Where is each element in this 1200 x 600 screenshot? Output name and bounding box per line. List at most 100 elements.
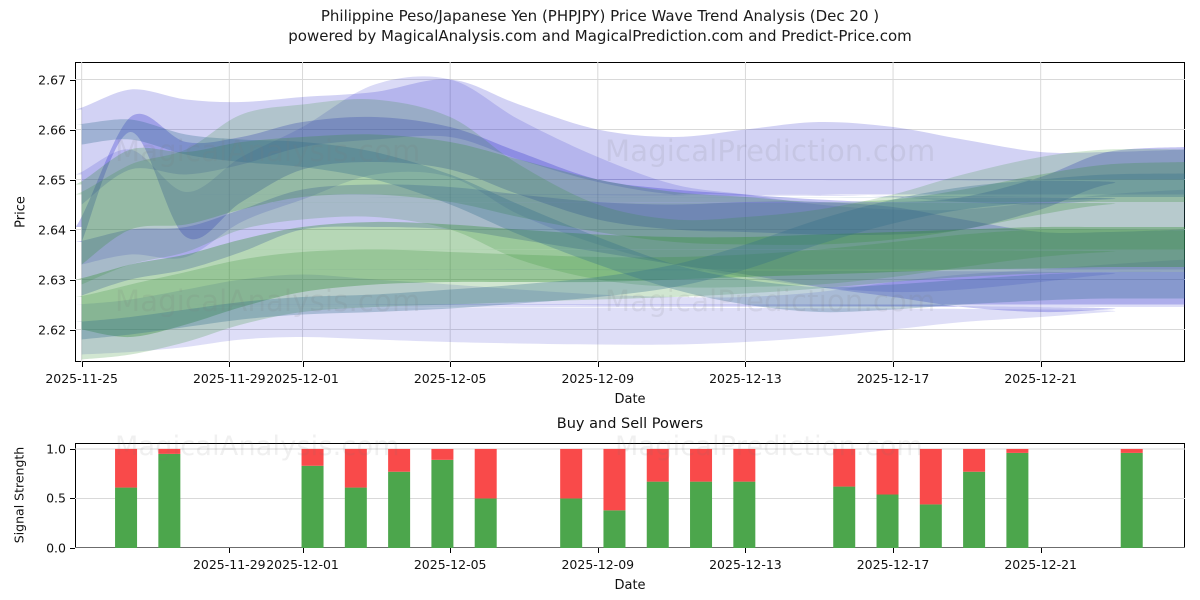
price-x-tick-label: 2025-12-21 [1004,371,1078,386]
price-wave-svg [75,62,1185,362]
signal-x-tick-mark [893,548,895,553]
signal-x-tick-mark [229,548,231,553]
buy-sell-powers-chart: Buy and Sell Powers MagicalAnalysis.comM… [12,416,1185,593]
signal-y-tick-label: 0.5 [46,490,66,506]
signal-bar [963,448,986,548]
price-x-axis-label: Date [614,392,646,407]
price-x-tick-mark [81,362,83,367]
signal-y-tick-label: 1.0 [46,441,66,457]
signal-bar [301,448,324,548]
signal-x-tick-mark [302,548,304,553]
signal-x-tick-label: 2025-11-29 [192,557,266,572]
sell-power-segment [431,448,454,460]
sell-power-segment [301,448,324,466]
signal-x-tick-mark [597,548,599,553]
signal-bar [158,448,181,548]
sell-power-segment [646,448,669,482]
signal-y-tick-mark [70,448,75,450]
price-y-tick-label: 2.66 [38,122,66,137]
buy-power-segment [919,504,942,548]
sell-power-segment [158,448,181,454]
signal-x-tick-label: 2025-12-01 [266,557,339,572]
price-x-tick-mark [1040,362,1042,367]
price-x-tick-mark [450,362,452,367]
buy-power-segment [344,487,367,548]
wave-band [75,221,1185,338]
price-x-tick-mark [597,362,599,367]
wave-band [75,259,1185,355]
price-y-tick-label: 2.65 [38,172,66,187]
chart-title-line-1: Philippine Peso/Japanese Yen (PHPJPY) Pr… [320,7,880,25]
price-x-tick-label: 2025-12-01 [266,371,339,386]
price-y-tick-label: 2.64 [38,222,66,237]
sell-power-segment [388,448,411,472]
sell-power-segment [115,448,138,488]
wave-band [75,76,1185,293]
price-wave-chart: MagicalAnalysis.comMagicalPrediction.com… [14,62,1185,407]
wave-band [75,119,1185,313]
price-y-tick-mark [70,279,75,281]
signal-x-tick-label: 2025-12-13 [709,557,782,572]
buy-power-segment [646,481,669,548]
signal-bar [690,448,713,548]
wave-band [75,79,1185,205]
signal-bar [431,448,454,548]
chart-title-line-2: powered by MagicalAnalysis.com and Magic… [288,27,912,45]
price-x-tick-label: 2025-11-25 [45,371,118,386]
wave-band [75,173,1185,340]
wave-band [75,113,1185,242]
price-plot-frame [75,62,1185,362]
signal-bar [833,448,856,548]
signal-bar [344,448,367,548]
price-x-tick-mark [229,362,231,367]
buy-power-segment [833,486,856,548]
wave-band [75,98,1185,288]
price-y-tick-mark [70,129,75,131]
sell-power-segment [833,448,856,487]
buy-power-segment [115,487,138,548]
sell-power-segment [1120,448,1143,453]
price-x-tick-label: 2025-12-17 [856,371,930,386]
buy-power-segment [1006,452,1029,548]
chart-title-block: Philippine Peso/Japanese Yen (PHPJPY) Pr… [0,6,1200,46]
signal-y-tick-mark [70,498,75,500]
buy-power-segment [560,498,583,548]
buy-power-segment [690,481,713,548]
signal-bar [474,448,497,548]
signal-bar [115,448,138,548]
signal-bar [603,448,626,548]
price-x-tick-label: 2025-12-05 [413,371,487,386]
price-y-tick-mark [70,329,75,331]
signal-bar [388,448,411,548]
signal-y-tick-label: 0.0 [46,540,66,556]
price-y-tick-mark [70,79,75,81]
signal-y-tick-mark [70,548,75,549]
signal-bar [646,448,669,548]
price-x-tick-label: 2025-12-13 [709,371,782,386]
signal-bar [1006,448,1029,548]
price-x-tick-mark [745,362,747,367]
signal-x-tick-mark [450,548,452,553]
sell-power-segment [344,448,367,488]
buy-power-segment [876,494,899,548]
signal-bar [876,448,899,548]
buy-power-segment [1120,452,1143,548]
price-y-tick-label: 2.62 [38,322,66,337]
sell-power-segment [603,448,626,511]
signal-x-tick-label: 2025-12-21 [1004,557,1078,572]
signal-bar [560,448,583,548]
price-y-tick-label: 2.63 [38,272,66,287]
buy-power-segment [474,498,497,548]
sell-power-segment [733,448,756,482]
price-x-tick-label: 2025-12-09 [561,371,635,386]
signal-chart-title: Buy and Sell Powers [556,416,704,432]
signal-plot-frame [75,443,1185,548]
price-x-tick-mark [302,362,304,367]
signal-x-tick-label: 2025-12-09 [561,557,635,572]
price-y-axis-label: Price [13,196,29,228]
signal-bars-svg [75,443,1185,548]
buy-power-segment [431,459,454,548]
price-x-tick-mark [893,362,895,367]
signal-x-tick-mark [1040,548,1042,553]
